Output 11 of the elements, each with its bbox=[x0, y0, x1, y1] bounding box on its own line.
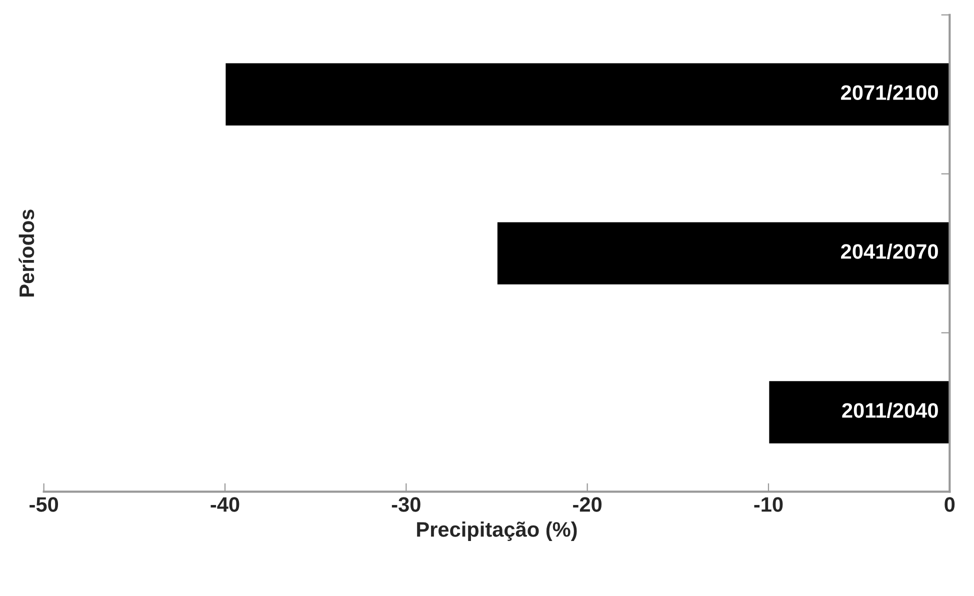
x-tick-label: -10 bbox=[754, 497, 783, 512]
x-tick-label: -40 bbox=[210, 497, 240, 512]
y-tick-label: 2041/2070 bbox=[841, 244, 938, 260]
x-tick-label: -50 bbox=[30, 497, 58, 512]
y-axis-title: Períodos bbox=[18, 210, 34, 296]
y-tick-label: 2071/2100 bbox=[841, 84, 938, 100]
x-tick-label: -30 bbox=[392, 497, 420, 512]
x-tick-label: -20 bbox=[573, 497, 602, 512]
x-tick-label: 0 bbox=[944, 497, 955, 512]
y-tick-label: 2011/2040 bbox=[842, 402, 938, 418]
x-axis-title: Precipitação (%) bbox=[417, 522, 577, 541]
